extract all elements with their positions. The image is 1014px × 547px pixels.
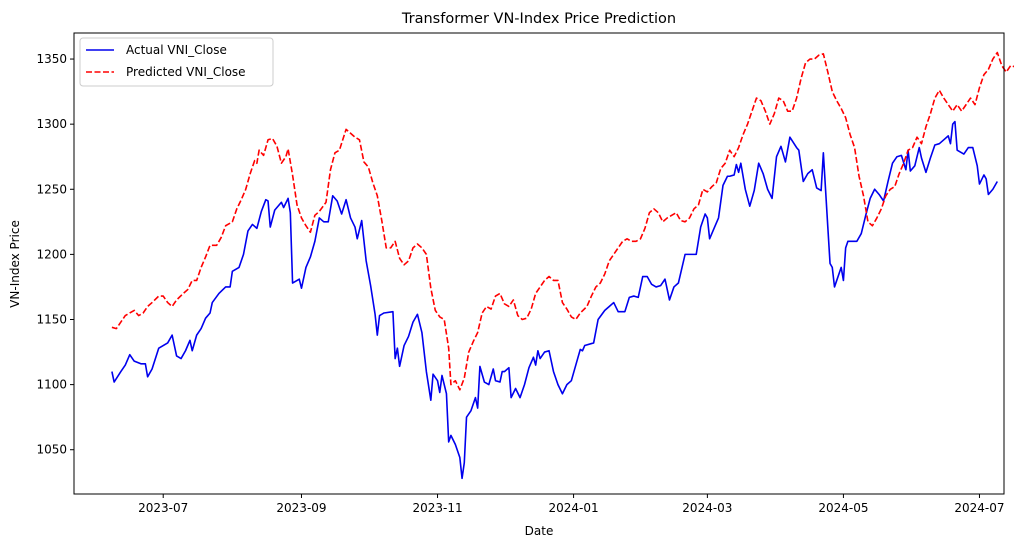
- chart-title: Transformer VN-Index Price Prediction: [401, 11, 676, 27]
- x-axis-title: Date: [525, 524, 554, 538]
- y-tick-label: 1200: [36, 247, 67, 261]
- y-tick-label: 1050: [36, 443, 67, 457]
- x-tick-label: 2023-09: [276, 501, 326, 515]
- y-tick-label: 1300: [36, 117, 67, 131]
- y-tick-label: 1250: [36, 182, 67, 196]
- x-tick-label: 2023-11: [412, 501, 462, 515]
- legend-box: [79, 37, 274, 87]
- plot-area: [111, 51, 1014, 480]
- x-tick-label: 2024-01: [548, 501, 598, 515]
- series-line-actual: [111, 120, 999, 480]
- y-tick-label: 1150: [36, 312, 67, 326]
- plot-frame: [73, 32, 1005, 495]
- y-axis: 1050 1100 1150 1200 1250 1300 1350: [36, 52, 74, 457]
- y-axis-title: VN-Index Price: [8, 220, 22, 308]
- y-tick-label: 1350: [36, 52, 67, 66]
- y-tick-label: 1100: [36, 378, 67, 392]
- x-tick-label: 2024-05: [818, 501, 868, 515]
- x-axis: 2023-07 2023-09 2023-11 2024-01 2024-03 2024-…: [138, 494, 1005, 515]
- x-tick-label: 2023-07: [138, 501, 188, 515]
- legend-label-predicted: Predicted VNI_Close: [126, 65, 246, 79]
- legend-label-actual: Actual VNI_Close: [126, 43, 227, 57]
- legend: Actual VNI_Close Predicted VNI_Close: [79, 37, 274, 87]
- x-tick-label: 2024-03: [682, 501, 732, 515]
- series-line-predicted: [111, 51, 1014, 391]
- x-tick-label: 2024-07: [954, 501, 1004, 515]
